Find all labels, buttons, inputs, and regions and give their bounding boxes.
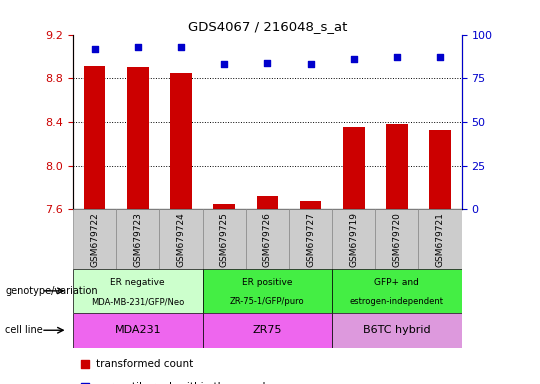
FancyBboxPatch shape	[202, 313, 332, 348]
FancyBboxPatch shape	[159, 209, 202, 269]
FancyBboxPatch shape	[73, 269, 202, 313]
Text: GSM679720: GSM679720	[393, 212, 401, 267]
Point	[436, 54, 444, 60]
Text: estrogen-independent: estrogen-independent	[350, 298, 444, 306]
Text: ER positive: ER positive	[242, 278, 293, 288]
Title: GDS4067 / 216048_s_at: GDS4067 / 216048_s_at	[187, 20, 347, 33]
Text: genotype/variation: genotype/variation	[5, 286, 98, 296]
FancyBboxPatch shape	[289, 209, 332, 269]
Text: ZR75: ZR75	[253, 325, 282, 335]
Point	[393, 54, 401, 60]
Text: ZR-75-1/GFP/puro: ZR-75-1/GFP/puro	[230, 298, 305, 306]
Text: MDA-MB-231/GFP/Neo: MDA-MB-231/GFP/Neo	[91, 298, 184, 306]
FancyBboxPatch shape	[332, 209, 375, 269]
Text: GSM679726: GSM679726	[263, 212, 272, 267]
Bar	[213, 204, 235, 209]
Text: GSM679727: GSM679727	[306, 212, 315, 267]
FancyBboxPatch shape	[375, 209, 418, 269]
Text: transformed count: transformed count	[96, 359, 193, 369]
Text: MDA231: MDA231	[114, 325, 161, 335]
Text: GSM679721: GSM679721	[436, 212, 444, 267]
Point	[349, 56, 358, 62]
Text: GSM679719: GSM679719	[349, 212, 358, 267]
Text: GSM679722: GSM679722	[90, 212, 99, 267]
Text: cell line: cell line	[5, 325, 43, 335]
Text: GFP+ and: GFP+ and	[374, 278, 420, 288]
Text: GSM679725: GSM679725	[220, 212, 228, 267]
FancyBboxPatch shape	[73, 313, 202, 348]
Text: GSM679724: GSM679724	[177, 212, 185, 267]
Point	[90, 45, 99, 51]
Point	[263, 60, 272, 66]
Bar	[300, 200, 321, 209]
Bar	[84, 66, 105, 209]
FancyBboxPatch shape	[116, 209, 159, 269]
Text: B6TC hybrid: B6TC hybrid	[363, 325, 431, 335]
FancyBboxPatch shape	[73, 209, 116, 269]
Bar	[343, 127, 364, 209]
Point	[306, 61, 315, 67]
FancyBboxPatch shape	[202, 209, 246, 269]
Bar	[429, 129, 451, 209]
Text: GSM679723: GSM679723	[133, 212, 142, 267]
FancyBboxPatch shape	[332, 313, 462, 348]
FancyBboxPatch shape	[202, 269, 332, 313]
Bar	[256, 196, 278, 209]
Text: ER negative: ER negative	[110, 278, 165, 288]
Bar	[170, 73, 192, 209]
FancyBboxPatch shape	[418, 209, 462, 269]
FancyBboxPatch shape	[246, 209, 289, 269]
Text: percentile rank within the sample: percentile rank within the sample	[96, 382, 272, 384]
Bar	[386, 124, 408, 209]
Bar	[127, 67, 148, 209]
Point	[177, 44, 185, 50]
Point	[133, 44, 142, 50]
Point	[80, 361, 89, 367]
FancyBboxPatch shape	[332, 269, 462, 313]
Point	[220, 61, 228, 67]
